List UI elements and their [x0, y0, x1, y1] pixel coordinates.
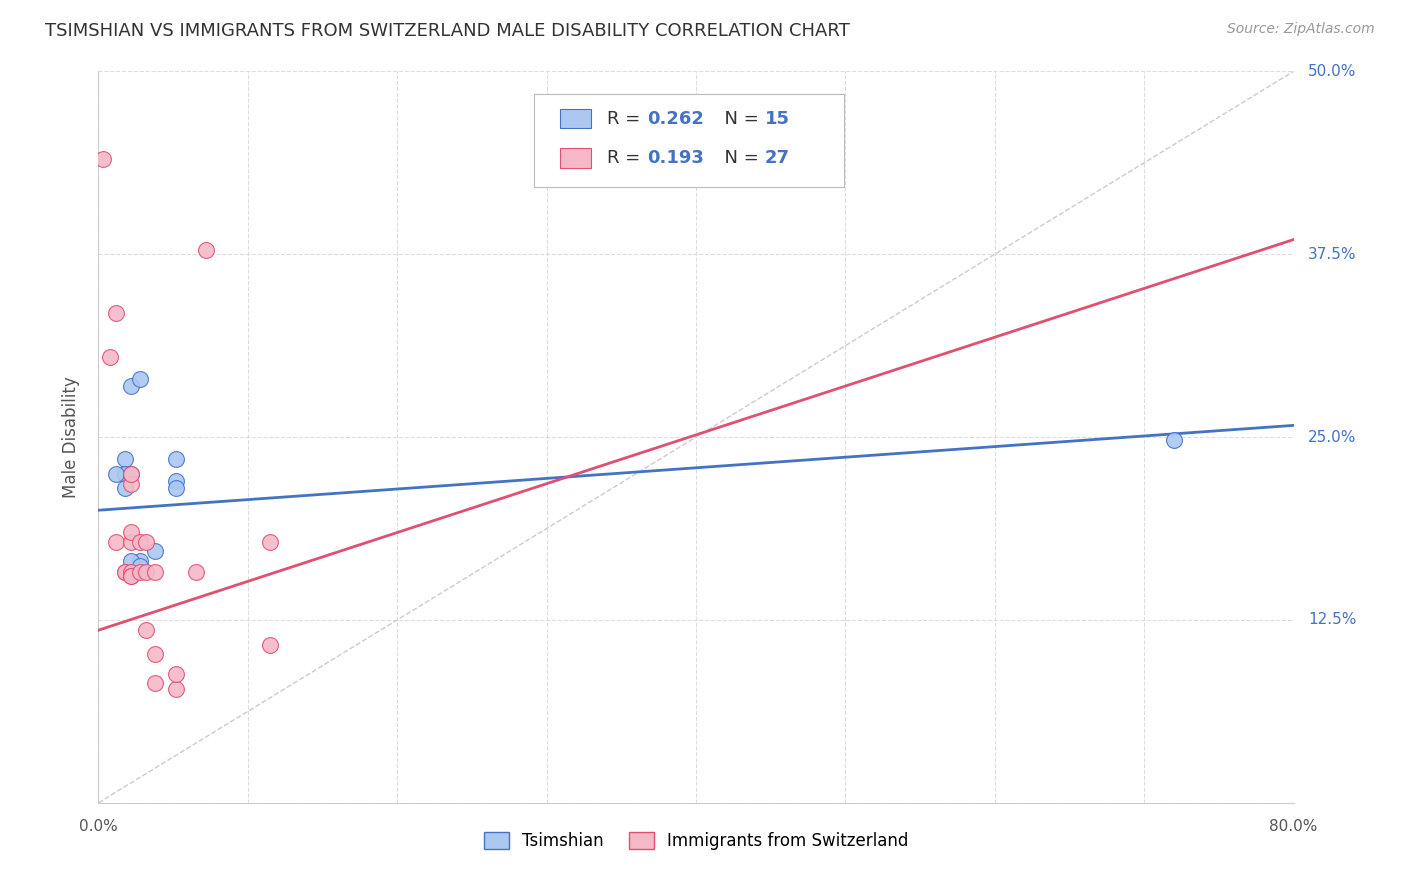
Point — [129, 558, 152, 573]
Point — [98, 350, 122, 364]
Text: Source: ZipAtlas.com: Source: ZipAtlas.com — [1227, 22, 1375, 37]
Point — [135, 623, 157, 637]
Point — [165, 481, 187, 495]
Point — [129, 565, 152, 579]
Point — [129, 535, 152, 549]
Text: 0.0%: 0.0% — [79, 819, 118, 834]
Point — [120, 569, 142, 583]
Point — [114, 452, 136, 467]
Point — [120, 467, 142, 481]
Point — [1163, 433, 1185, 447]
Text: N =: N = — [713, 110, 765, 128]
Point — [105, 467, 128, 481]
Point — [195, 243, 218, 257]
Text: 50.0%: 50.0% — [1308, 64, 1357, 78]
Text: 80.0%: 80.0% — [1270, 819, 1317, 834]
Point — [114, 565, 136, 579]
Point — [165, 667, 187, 681]
Point — [120, 554, 142, 568]
Text: TSIMSHIAN VS IMMIGRANTS FROM SWITZERLAND MALE DISABILITY CORRELATION CHART: TSIMSHIAN VS IMMIGRANTS FROM SWITZERLAND… — [45, 22, 849, 40]
Point — [114, 481, 136, 495]
Point — [120, 535, 142, 549]
Point — [114, 467, 136, 481]
Point — [135, 565, 157, 579]
Text: R =: R = — [607, 110, 647, 128]
Point — [120, 467, 142, 481]
Point — [165, 681, 187, 696]
Point — [120, 525, 142, 540]
Text: 0.262: 0.262 — [647, 110, 703, 128]
Point — [165, 474, 187, 488]
Text: 37.5%: 37.5% — [1308, 247, 1357, 261]
Point — [143, 544, 166, 558]
Text: N =: N = — [713, 149, 765, 167]
Point — [105, 535, 128, 549]
Point — [135, 535, 157, 549]
Point — [105, 306, 128, 320]
Point — [165, 452, 187, 467]
Text: 25.0%: 25.0% — [1308, 430, 1357, 444]
Point — [129, 371, 152, 385]
Point — [143, 676, 166, 690]
Point — [143, 647, 166, 661]
Point — [129, 554, 152, 568]
Text: 15: 15 — [765, 110, 790, 128]
Point — [120, 565, 142, 579]
Point — [120, 379, 142, 393]
Point — [114, 565, 136, 579]
Point — [120, 476, 142, 491]
Text: 12.5%: 12.5% — [1308, 613, 1357, 627]
Point — [259, 638, 281, 652]
Text: R =: R = — [607, 149, 647, 167]
Point — [184, 565, 207, 579]
Point — [143, 565, 166, 579]
Point — [120, 569, 142, 583]
Legend: Tsimshian, Immigrants from Switzerland: Tsimshian, Immigrants from Switzerland — [477, 825, 915, 856]
Point — [259, 535, 281, 549]
Y-axis label: Male Disability: Male Disability — [62, 376, 80, 498]
Point — [91, 152, 114, 166]
Text: 0.193: 0.193 — [647, 149, 703, 167]
Text: 27: 27 — [765, 149, 790, 167]
